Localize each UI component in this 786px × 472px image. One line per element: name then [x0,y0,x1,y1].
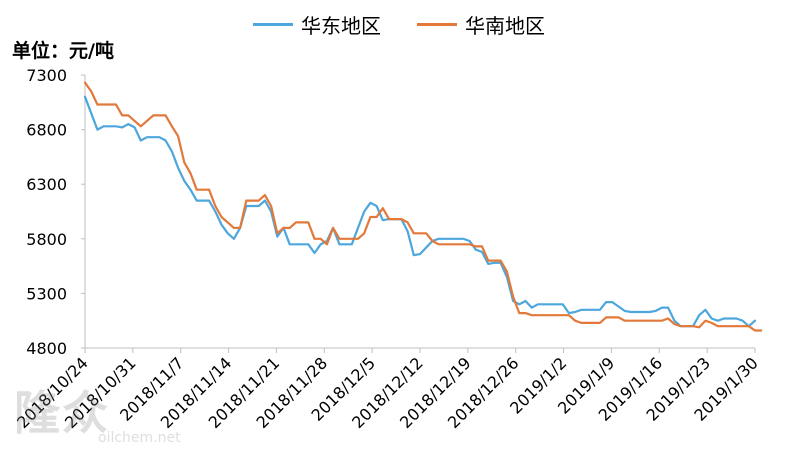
y-tick-label: 5800 [26,230,67,249]
legend-label-south: 华南地区 [465,14,545,38]
watermark: 隆众 oilchem.net [14,388,181,446]
chart-legend: 华东地区 华南地区 [253,10,581,39]
series-line-east [83,95,757,328]
chart-axes [84,75,755,349]
y-tick-label: 6300 [26,175,67,194]
legend-swatch-south [417,23,457,26]
unit-label: 单位：元/吨 [12,40,114,62]
watermark-logo: 隆众 [14,386,110,440]
legend-label-east: 华东地区 [301,14,381,38]
legend-swatch-east [253,23,293,26]
chart-series [83,81,763,332]
y-tick-label: 6800 [26,121,67,140]
y-tick-label: 4800 [26,339,67,358]
y-axis-ticks: 4800 5300 5800 6300 6800 7300 [26,66,85,358]
watermark-url: oilchem.net [98,430,181,446]
legend-item-south: 华南地区 [417,10,545,39]
legend-item-east: 华东地区 [253,10,381,39]
y-tick-label: 7300 [26,66,67,85]
y-tick-label: 5300 [26,284,67,303]
series-line-south [83,81,763,332]
